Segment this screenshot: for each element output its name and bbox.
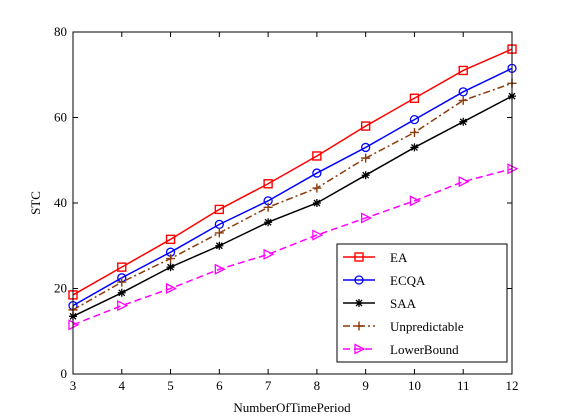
data-point [117,300,129,312]
data-point [361,171,370,180]
x-tick-label: 9 [362,378,369,393]
series-line [72,48,513,296]
data-point [214,204,225,215]
data-point [312,199,321,207]
legend-item: LowerBound [343,342,459,357]
x-axis-title: NumberOfTimePeriod [233,400,351,415]
data-point [214,219,224,230]
data-point [361,142,371,153]
axes: 3 4 5 6 7 8 9 10 11 12 0 20 40 60 80 [54,24,519,393]
data-point [165,282,178,295]
x-tick-label: 6 [216,378,223,393]
data-point [264,218,273,227]
y-tick-label: 20 [54,281,67,296]
data-point [409,114,420,125]
data-point [166,263,175,272]
x-tick-label: 12 [506,378,519,393]
y-axis-title: STC [28,191,43,215]
legend-label: Unpredictable [390,319,464,334]
data-point [459,117,468,126]
series-line [72,67,513,307]
x-tick-label: 11 [457,378,470,393]
data-point [312,229,324,241]
x-tick-label: 8 [314,378,321,393]
series-line [72,168,513,326]
data-point [263,202,273,212]
y-tick-label: 60 [54,110,67,125]
data-point [263,179,273,189]
y-tick-label: 80 [54,24,67,39]
legend-marker [355,299,363,307]
plot-frame [72,31,513,375]
series-line [72,95,513,317]
legend-label: ECQA [390,273,426,288]
data-point [361,212,373,224]
series-line [72,82,513,311]
data-point [458,95,468,105]
legend-label: LowerBound [390,342,459,357]
data-point [312,151,322,161]
data-point [409,93,420,103]
data-point [360,121,371,131]
series-saa [69,92,516,321]
data-point [458,65,468,76]
data-point [117,288,126,297]
data-point [117,262,127,272]
y-tick-label: 0 [61,366,68,381]
data-point [214,228,224,238]
legend-item: SAA [343,296,417,311]
legend-marker [354,343,366,355]
data-point [409,127,419,137]
data-point [117,277,127,287]
data-point [312,168,322,178]
data-point [361,153,371,163]
legend-marker [354,275,364,285]
data-point [458,176,470,188]
x-tick-label: 3 [70,378,77,393]
x-tick-label: 4 [119,378,126,393]
data-point [312,183,322,193]
data-point [458,87,468,97]
x-tick-label: 7 [265,378,272,393]
data-point [410,143,419,152]
legend-label: EA [390,250,408,265]
x-tick-label: 10 [408,378,421,393]
legend-marker [354,252,364,262]
series-group [68,44,519,331]
data-point [409,195,421,207]
data-point [165,234,176,245]
series-ecqa [68,63,517,311]
data-point [215,241,224,250]
legend-marker [354,321,364,331]
y-tick-label: 40 [54,195,67,210]
x-tick-label: 5 [167,378,174,393]
legend-item: Unpredictable [343,319,464,334]
legend-label: SAA [390,296,417,311]
data-point [166,254,176,264]
data-point [263,248,275,260]
legend-item: ECQA [343,273,426,288]
data-point [214,263,226,275]
legend: EA ECQA SAA Unpredictable LowerBound [336,243,508,363]
legend-item: EA [343,250,408,265]
